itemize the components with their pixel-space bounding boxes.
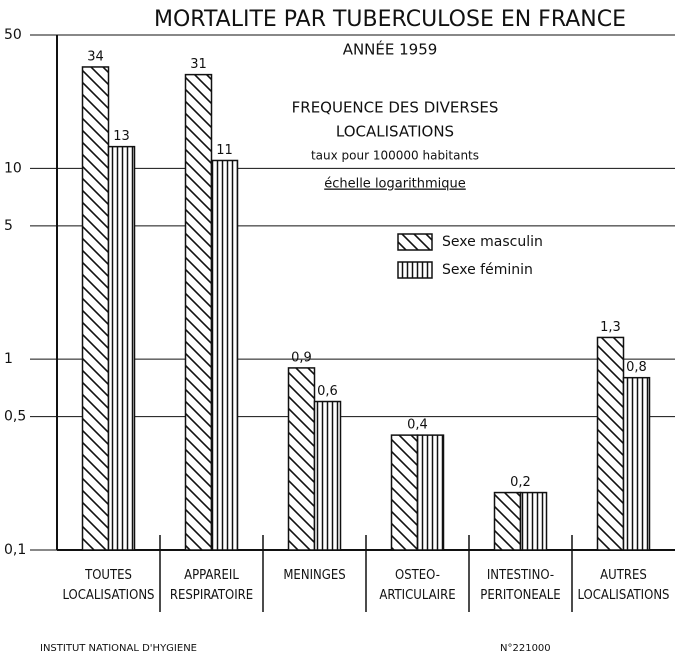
value-label: 0,4 — [407, 418, 428, 433]
bar — [81, 66, 110, 551]
value-label: 0,6 — [317, 384, 338, 399]
legend-label: Sexe masculin — [442, 234, 543, 250]
subtitle: ANNÉE 1959 — [343, 40, 438, 59]
x-tick-label: AUTRES LOCALISATIONS — [577, 568, 670, 603]
y-tick-label: 50 — [4, 27, 22, 43]
bar — [622, 376, 651, 551]
x-tick-label: INTESTINO- PERITONEALE — [480, 568, 561, 603]
bar — [210, 159, 239, 551]
value-label: 0,2 — [510, 475, 531, 490]
x-tick-label: APPAREIL RESPIRATOIRE — [169, 568, 254, 603]
bar — [519, 491, 548, 551]
value-label: 13 — [113, 129, 130, 144]
annotation: échelle logarithmique — [324, 177, 466, 192]
value-label: 34 — [87, 49, 104, 64]
value-label: 0,8 — [626, 360, 647, 375]
bar — [493, 491, 522, 551]
x-tick-label: OSTEO- ARTICULAIRE — [379, 568, 456, 603]
footer: INSTITUT NATIONAL D'HYGIENE — [40, 643, 197, 654]
bar — [184, 73, 213, 551]
value-label: 11 — [216, 143, 233, 158]
y-tick-label: 0,5 — [4, 409, 26, 425]
bar — [287, 367, 316, 551]
value-label: 1,3 — [600, 320, 621, 335]
annotation: LOCALISATIONS — [336, 123, 454, 141]
legend-swatch — [397, 261, 433, 279]
y-tick-label: 0,1 — [4, 542, 26, 558]
bar — [313, 400, 342, 551]
bar — [416, 434, 445, 551]
chart-title: MORTALITE PAR TUBERCULOSE EN FRANCE — [154, 7, 626, 32]
annotation: FREQUENCE DES DIVERSES — [292, 99, 499, 117]
value-label: 31 — [190, 57, 207, 72]
y-tick-label: 1 — [4, 351, 13, 367]
legend-swatch — [397, 233, 433, 251]
annotation: taux pour 100000 habitants — [311, 149, 479, 163]
y-tick-label: 10 — [4, 160, 22, 176]
bar — [596, 336, 625, 551]
x-tick-label: MENINGES — [283, 568, 346, 583]
y-tick-label: 5 — [4, 218, 13, 234]
legend-label: Sexe féminin — [442, 262, 533, 278]
bar — [390, 434, 419, 551]
x-tick-label: TOUTES LOCALISATIONS — [62, 568, 155, 603]
value-label: 0,9 — [291, 350, 312, 365]
bar — [107, 145, 136, 551]
footer: N°221000 — [500, 643, 551, 654]
